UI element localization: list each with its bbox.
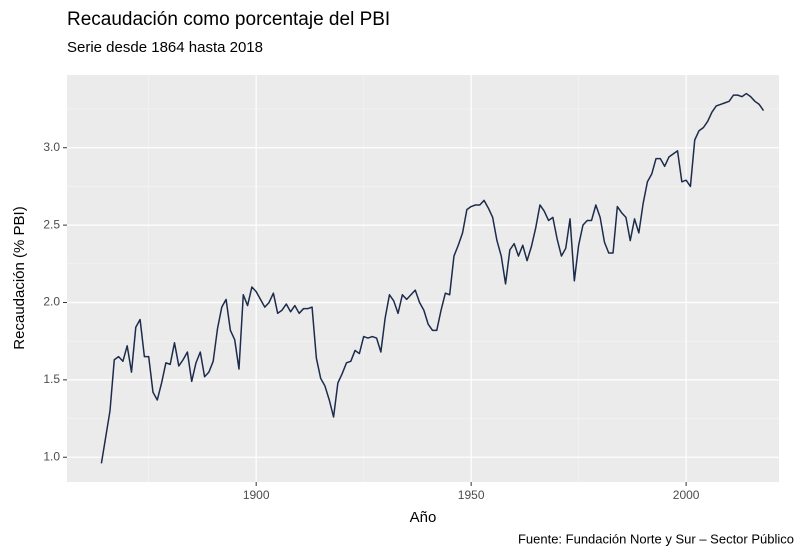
y-tick-label: 2.5 [43,217,60,231]
x-tick-label: 1950 [458,488,485,502]
marks [100,92,765,464]
data-line [100,92,765,464]
caption: Fuente: Fundación Norte y Sur – Sector P… [518,531,794,546]
y-axis-label: Recaudación (% PBI) [11,206,28,349]
chart-subtitle: Serie desde 1864 hasta 2018 [67,39,263,56]
grid [67,75,779,482]
panel [67,75,779,482]
y-tick-label: 2.0 [43,295,60,309]
y-tick-label: 1.5 [43,372,60,386]
x-tick-label: 1900 [243,488,270,502]
y-tick-label: 3.0 [43,140,60,154]
y-tick-label: 1.0 [43,449,60,463]
x-axis-label: Año [410,509,437,526]
chart-title: Recaudación como porcentaje del PBI [67,9,390,30]
x-tick-label: 2000 [673,488,700,502]
